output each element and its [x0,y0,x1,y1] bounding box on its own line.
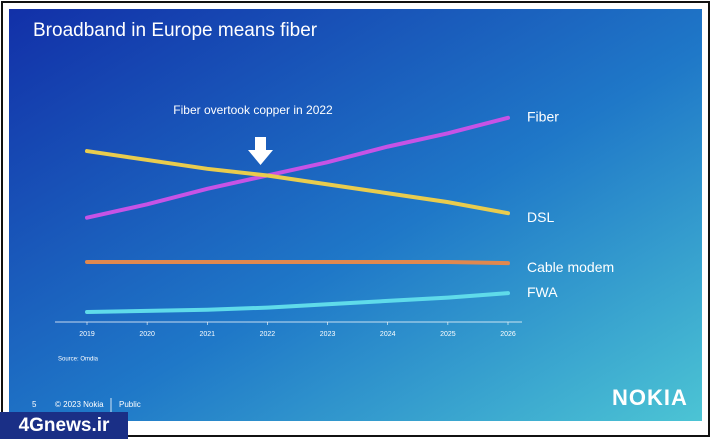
series-line [85,115,510,220]
x-tick-label: 2020 [139,331,155,338]
series-label: FWA [527,284,558,300]
series-line [85,149,510,216]
watermark: 4Gnews.ir [19,415,110,436]
x-tick-label: 2022 [260,331,276,338]
x-tick-label: 2023 [320,331,336,338]
annotation-arrow [248,137,273,165]
x-tick-label: 2025 [440,331,456,338]
x-tick-label: 2019 [79,331,95,338]
series-label: Cable modem [527,259,614,275]
page-number: 5 [32,400,37,409]
x-tick-label: 2024 [380,331,396,338]
series-label: Fiber [527,108,559,124]
x-tick-label: 2021 [199,331,215,338]
watermark-box [0,412,128,439]
classification: Public [119,400,141,409]
series-line [85,260,510,266]
series-line [85,291,510,315]
logo: NOKIA [612,385,688,410]
slide-background [9,9,702,421]
chart-title: Broadband in Europe means fiber [33,20,318,41]
annotation: Fiber overtook copper in 2022 [173,103,333,117]
x-tick-label: 2026 [500,331,516,338]
copyright: © 2023 Nokia [55,400,104,409]
series-label: DSL [527,209,554,225]
source: Source: Omdia [58,357,99,363]
